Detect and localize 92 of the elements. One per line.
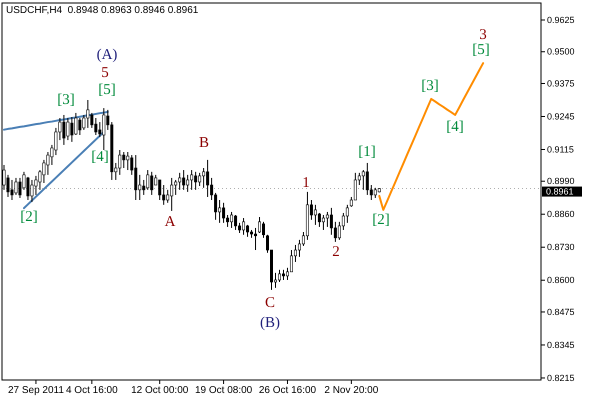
candlestick — [46, 152, 50, 176]
candlestick — [26, 176, 30, 201]
candlestick — [102, 108, 106, 150]
candlestick — [66, 118, 70, 141]
candlestick — [118, 149, 122, 176]
candlestick — [222, 202, 226, 224]
candlestick — [78, 118, 82, 136]
y-tick-label: 0.9245 — [547, 111, 575, 122]
y-tick-label: 0.9625 — [547, 15, 575, 26]
annotation: B — [198, 135, 210, 151]
y-tick-label: 0.9375 — [547, 78, 575, 88]
annotation: A — [164, 214, 176, 230]
candlestick — [174, 179, 178, 196]
candlestick — [318, 212, 321, 228]
annotation: (A) — [96, 47, 118, 63]
candlestick — [170, 177, 174, 212]
candlestick — [330, 207, 333, 236]
candlestick — [246, 224, 250, 238]
candlestick — [322, 214, 325, 230]
annotation: 1 — [302, 175, 310, 191]
y-tick-label: 0.8475 — [547, 306, 575, 317]
y-tick-label: 0.9115 — [547, 144, 574, 154]
line-series — [378, 62, 484, 211]
candlestick — [254, 227, 258, 251]
candlestick — [158, 179, 162, 201]
candlestick — [74, 112, 78, 136]
y-tick-label: 0.8345 — [547, 340, 575, 350]
candlestick — [126, 152, 130, 171]
candlestick — [290, 250, 293, 272]
annotation: [4] — [446, 119, 464, 135]
annotation: 2 — [332, 244, 340, 260]
candlestick — [190, 170, 194, 190]
candlestick — [298, 239, 301, 258]
candlestick — [194, 171, 198, 190]
annotation: [1] — [358, 144, 376, 160]
candlestick — [10, 179, 14, 201]
x-tick-label: 19 Oct 08:00 — [194, 385, 253, 396]
candlestick — [122, 152, 126, 169]
candlestick — [346, 204, 349, 224]
annotation: [2] — [20, 209, 38, 225]
candlestick — [150, 171, 154, 196]
candlestick — [18, 177, 22, 198]
y-tick-label: 0.8860 — [547, 209, 575, 220]
ref-line-label: 0.8961 — [546, 186, 574, 197]
candlestick — [178, 172, 182, 190]
candlestick — [326, 211, 329, 228]
y-tick-label: 0.8990 — [547, 176, 575, 186]
candlestick — [34, 175, 38, 196]
candlestick — [278, 269, 281, 283]
annotation: [5] — [472, 42, 490, 58]
candlestick — [374, 187, 377, 198]
candlestick — [366, 162, 369, 196]
annotation: [3] — [57, 92, 75, 108]
y-tick-label: 0.8215 — [547, 372, 575, 383]
candlestick — [90, 112, 94, 128]
candlestick — [70, 116, 74, 142]
annotation: C — [264, 295, 276, 311]
candlestick — [242, 218, 246, 236]
candlestick — [282, 269, 285, 280]
x-tick-label: 27 Sep 2011 — [8, 385, 64, 396]
candlestick — [314, 204, 317, 226]
annotation: [3] — [421, 78, 439, 94]
annotation: [4] — [91, 149, 109, 165]
candlestick — [202, 168, 206, 188]
candlestick — [14, 177, 18, 196]
candlestick — [262, 221, 266, 238]
annotation: (B) — [260, 315, 280, 331]
candlestick — [134, 154, 138, 201]
candlestick — [86, 99, 90, 128]
y-tick-label: 0.9500 — [547, 46, 575, 57]
candlestick — [182, 170, 186, 190]
x-tick-label: 12 Oct 00:00 — [131, 385, 189, 396]
candlestick — [186, 174, 190, 192]
y-tick-label: 0.8730 — [547, 242, 575, 252]
candlestick — [258, 216, 262, 234]
candlestick — [94, 118, 98, 136]
candlestick — [198, 172, 202, 187]
candlestick — [206, 159, 210, 198]
chart-title: USDCHF,H4 0.8948 0.8963 0.8946 0.8961 — [6, 5, 199, 16]
x-tick-label: 4 Oct 16:00 — [66, 385, 118, 396]
x-tick-label: 2 Nov 20:00 — [324, 385, 379, 396]
x-tick-label: 26 Oct 16:00 — [258, 385, 317, 396]
annotation: 5 — [101, 65, 109, 81]
candlestick — [234, 214, 238, 230]
candlestick — [230, 211, 234, 228]
candlestick — [62, 114, 66, 146]
annotation: [5] — [98, 82, 116, 98]
candlestick — [362, 170, 365, 190]
annotation: 3 — [479, 27, 487, 43]
candlestick — [30, 179, 34, 203]
annotation: [2] — [372, 212, 390, 228]
y-tick-label: 0.8600 — [547, 275, 575, 286]
